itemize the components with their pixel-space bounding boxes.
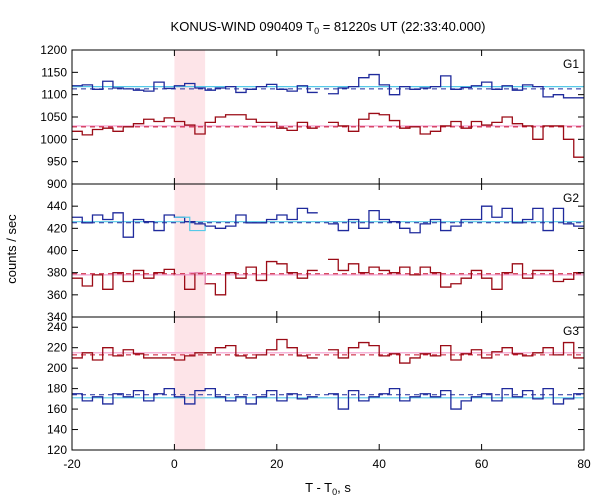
y-tick-label: 240 <box>47 320 67 334</box>
x-axis-label: T - T0, s <box>305 480 351 497</box>
y-tick-label: 220 <box>47 341 67 355</box>
series-g1-0-seg-0 <box>72 80 318 94</box>
y-tick-label: 140 <box>47 423 67 437</box>
y-tick-label: 1050 <box>40 110 67 124</box>
event-fit-g2-0 <box>174 216 206 232</box>
y-tick-label: 340 <box>47 310 67 324</box>
series-g3-1-seg-0 <box>72 387 318 405</box>
series-g2-0-seg-1 <box>328 205 584 234</box>
series-g3-1-seg-1 <box>328 387 584 410</box>
panel-frame-g3 <box>71 316 585 451</box>
y-tick-label: 180 <box>47 382 67 396</box>
series-g2-1-seg-0 <box>72 260 318 296</box>
chart-title: KONUS-WIND 090409 T0 = 81220s UT (22:33:… <box>171 19 486 36</box>
y-tick-label: 440 <box>47 199 67 213</box>
x-tick-label: 80 <box>577 457 591 471</box>
series-g1-1-seg-1 <box>328 112 584 158</box>
panel-frame-g2 <box>71 183 585 318</box>
y-tick-label: 1100 <box>41 88 67 102</box>
series-g1-0-seg-1 <box>328 73 584 99</box>
series-g1-1-seg-0 <box>72 114 318 136</box>
series-g3-0-seg-1 <box>328 341 584 364</box>
x-tick-label: 60 <box>475 457 489 471</box>
y-tick-label: 200 <box>47 361 67 375</box>
x-tick-label: 20 <box>270 457 284 471</box>
y-tick-label: 400 <box>47 244 67 258</box>
y-tick-label: 1200 <box>40 43 67 57</box>
x-tick-label: -20 <box>63 457 81 471</box>
y-tick-label: 900 <box>47 177 67 191</box>
series-g2-0-seg-0 <box>72 207 318 238</box>
plot-layer: 90095010001050110011501200G1340360380400… <box>40 43 591 471</box>
y-tick-label: 160 <box>47 402 67 416</box>
y-tick-label: 360 <box>47 288 67 302</box>
panel-label: G3 <box>563 324 579 338</box>
x-tick-label: 40 <box>373 457 387 471</box>
series-g2-1-seg-1 <box>328 258 584 290</box>
panel-g1: 900 950 1000 1050 1100 1150 1200 G1 <box>40 43 585 191</box>
y-axis-label: counts / sec <box>4 214 19 284</box>
series-g3-0-seg-0 <box>72 338 318 361</box>
panel-label: G2 <box>563 191 579 205</box>
y-tick-label: 120 <box>47 443 67 457</box>
y-tick-label: 1150 <box>41 65 67 79</box>
x-tick-label: 0 <box>171 457 178 471</box>
y-tick-label: 380 <box>47 266 67 280</box>
panel-g3: 120 140 160 180 200 220 240 G3 <box>47 316 585 457</box>
y-tick-label: 420 <box>47 221 67 235</box>
y-tick-label: 950 <box>47 155 67 169</box>
y-tick-label: 1000 <box>40 132 67 146</box>
trigger-highlight-band <box>174 50 206 450</box>
panel-g2: 340 360 380 400 420 440 G2 <box>47 183 585 324</box>
event-fit-g2-1 <box>174 272 206 284</box>
panel-label: G1 <box>563 57 579 71</box>
